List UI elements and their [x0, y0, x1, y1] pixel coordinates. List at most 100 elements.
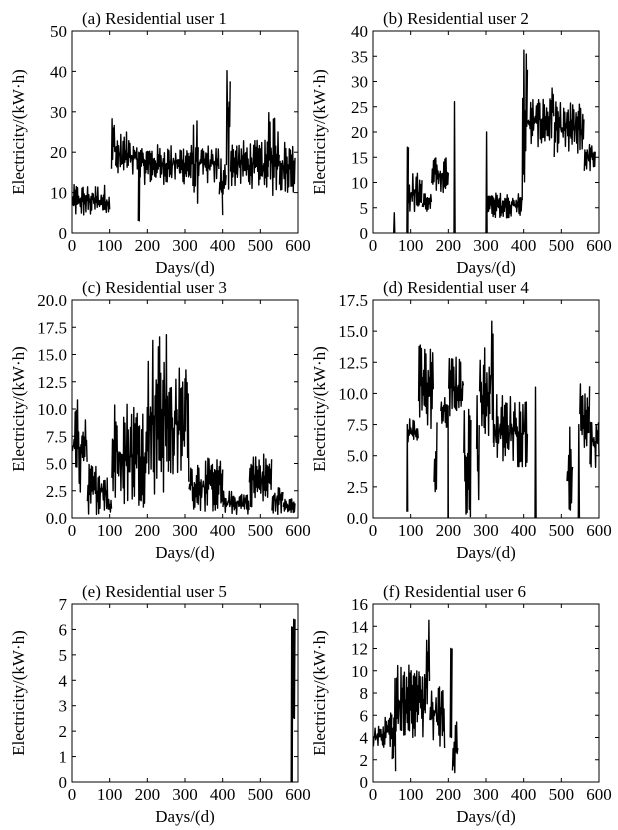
x-tick-label: 500 [248, 521, 274, 540]
y-tick-label: 17.5 [37, 318, 67, 337]
series-line-segment [222, 164, 227, 195]
series-line-segment [111, 403, 148, 508]
y-tick-label: 35 [351, 47, 368, 66]
series-line-segment [521, 49, 529, 201]
series-line-segment [395, 664, 427, 739]
x-axis-label: Days/(d) [456, 807, 515, 826]
chart-title: (e) Residential user 5 [82, 582, 227, 601]
x-tick-label: 200 [135, 785, 161, 804]
x-tick-label: 600 [285, 236, 311, 255]
x-tick-label: 200 [436, 521, 462, 540]
series-line-segment [167, 367, 186, 475]
x-tick-label: 300 [473, 521, 499, 540]
chart-title: (c) Residential user 3 [82, 278, 227, 297]
x-tick-label: 300 [473, 236, 499, 255]
y-tick-label: 40 [351, 22, 368, 41]
x-tick-label: 500 [549, 785, 575, 804]
x-tick-label: 500 [549, 521, 575, 540]
series-line-segment [147, 334, 169, 495]
y-tick-label: 15.0 [338, 322, 368, 341]
series-line-segment [184, 369, 190, 482]
x-tick-label: 600 [586, 521, 612, 540]
x-tick-label: 0 [369, 236, 378, 255]
y-tick-label: 10 [50, 184, 67, 203]
series-line-segment [589, 421, 600, 468]
x-tick-label: 300 [172, 521, 198, 540]
x-tick-label: 100 [398, 521, 424, 540]
series-line-segment [485, 131, 488, 234]
y-tick-label: 0 [59, 773, 68, 792]
series-line-segment [566, 426, 574, 511]
x-axis-label: Days/(d) [456, 258, 515, 277]
y-tick-label: 6 [360, 706, 369, 725]
y-tick-label: 20.0 [37, 291, 67, 310]
x-axis-label: Days/(d) [456, 543, 515, 562]
series-line-segment [229, 139, 269, 190]
series-line-segment [225, 69, 231, 190]
y-tick-label: 12.5 [338, 353, 368, 372]
chart-title: (b) Residential user 2 [383, 9, 529, 28]
series-line-segment [188, 457, 224, 512]
y-tick-label: 0.0 [347, 509, 368, 528]
x-tick-label: 200 [436, 236, 462, 255]
series-line-segment [408, 172, 423, 213]
series-line-segment [449, 647, 453, 739]
x-tick-label: 100 [97, 236, 123, 255]
y-tick-label: 10.0 [37, 400, 67, 419]
series-line-segment [267, 111, 280, 197]
y-tick-label: 5 [59, 646, 68, 665]
y-tick-label: 15 [351, 148, 368, 167]
x-tick-label: 300 [172, 785, 198, 804]
x-tick-label: 600 [285, 785, 311, 804]
chart-title: (a) Residential user 1 [82, 9, 227, 28]
chart-title: (f) Residential user 6 [383, 582, 526, 601]
y-tick-label: 2 [59, 722, 68, 741]
series-line-segment [583, 143, 596, 172]
y-tick-label: 3 [59, 697, 68, 716]
x-tick-label: 0 [68, 521, 77, 540]
y-tick-label: 0 [360, 224, 369, 243]
y-tick-label: 2.5 [347, 478, 368, 497]
x-tick-label: 500 [248, 785, 274, 804]
y-axis-label: Electricity/(kW·h) [310, 346, 329, 472]
x-tick-label: 400 [210, 521, 236, 540]
x-tick-label: 400 [511, 785, 537, 804]
y-tick-label: 16 [351, 595, 368, 614]
series-line-segment [290, 626, 294, 783]
y-tick-label: 30 [50, 103, 67, 122]
y-tick-label: 1 [59, 748, 68, 767]
x-tick-label: 400 [210, 785, 236, 804]
x-axis-label: Days/(d) [155, 258, 214, 277]
y-tick-label: 20 [50, 143, 67, 162]
y-tick-label: 5.0 [46, 455, 67, 474]
x-tick-label: 100 [398, 236, 424, 255]
x-tick-label: 500 [549, 236, 575, 255]
x-tick-label: 300 [172, 236, 198, 255]
series-line-segment [248, 453, 273, 508]
series-line-segment [407, 418, 419, 443]
y-axis-label: Electricity/(kW·h) [310, 69, 329, 195]
series-line-segment [549, 87, 555, 139]
y-tick-label: 7.5 [347, 416, 368, 435]
y-tick-label: 10 [351, 174, 368, 193]
y-tick-label: 4 [59, 671, 68, 690]
x-tick-label: 200 [135, 236, 161, 255]
y-tick-label: 50 [50, 22, 67, 41]
series-line-segment [384, 712, 393, 748]
x-axis-label: Days/(d) [155, 543, 214, 562]
series-line-segment [192, 120, 199, 204]
series-line-segment [448, 356, 465, 417]
series-line-segment [431, 157, 449, 194]
y-tick-label: 17.5 [338, 291, 368, 310]
series-line-segment [475, 395, 480, 501]
series-line-segment [71, 183, 111, 216]
chart-title: (d) Residential user 4 [383, 278, 529, 297]
series-line-segment [86, 463, 109, 516]
x-tick-label: 500 [248, 236, 274, 255]
series-line-segment [282, 498, 296, 514]
series-line-segment [139, 144, 194, 186]
series-line-segment [527, 98, 551, 148]
